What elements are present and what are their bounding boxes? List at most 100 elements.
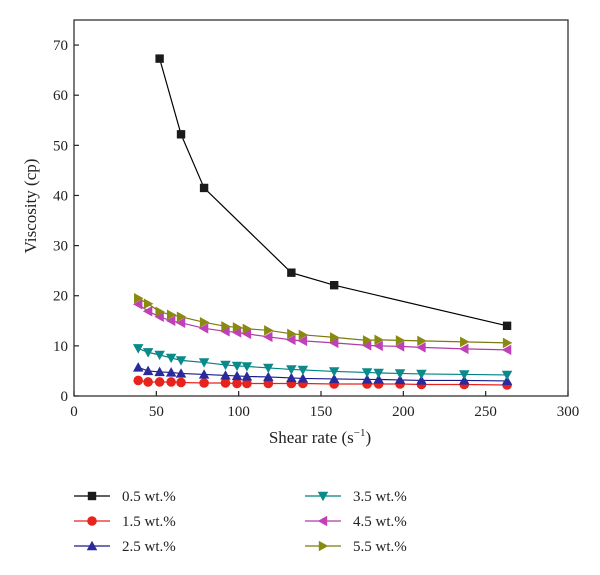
data-point [199,378,209,388]
data-point [175,368,187,378]
data-point [165,315,176,327]
legend-item-5: 4.5 wt.% [305,514,407,530]
legend-label: 4.5 wt.% [353,514,407,530]
data-point [286,372,297,383]
data-point [329,332,340,343]
data-point [198,323,209,334]
legend-item-1: 0.5 wt.% [74,489,176,505]
data-point [297,373,309,383]
data-point [198,369,210,379]
data-point [287,268,296,277]
data-point [241,371,253,381]
legend-label: 2.5 wt.% [122,539,176,555]
x-tick-label: 150 [310,404,333,420]
data-point [263,363,274,374]
y-tick-label: 20 [53,289,68,305]
legend-item-4: 3.5 wt.% [305,489,407,505]
data-point [154,350,165,361]
data-point [241,362,253,372]
data-point [175,317,186,329]
data-point [232,378,242,389]
x-axis-title-sup: −1 [354,427,366,439]
data-point [416,342,426,353]
data-point [166,309,177,321]
y-tick-label: 50 [53,138,68,154]
legend-marker [318,540,329,552]
data-point [501,375,513,386]
data-point [362,335,373,346]
legend-label: 5.5 wt.% [353,539,407,555]
x-tick-label: 200 [392,404,415,420]
data-point [395,335,406,346]
data-point [155,306,165,318]
data-point [220,326,230,337]
series-line [137,303,508,351]
data-point [231,327,242,338]
x-tick-label: 50 [149,404,164,420]
data-point [134,292,144,304]
data-point [176,130,186,139]
legend-marker [317,491,329,502]
data-point [231,361,243,372]
data-point [394,369,406,379]
legend-item-6: 5.5 wt.% [305,539,407,555]
data-point [220,360,231,371]
series-3 [132,362,513,386]
data-point [361,374,373,384]
legend-label: 1.5 wt.% [122,514,176,530]
data-point [416,369,427,380]
y-tick-label: 70 [53,38,68,54]
data-point [166,377,176,387]
data-point [459,343,469,355]
y-tick-label: 60 [53,88,68,104]
legend-marker [87,516,97,526]
data-point [328,367,340,377]
data-point [198,358,210,368]
data-point [142,365,154,376]
series-4 [132,344,513,381]
legend-marker [317,515,328,527]
data-point [374,334,384,346]
data-point [329,281,339,290]
data-point [232,322,243,333]
data-point [176,377,186,388]
x-tick-label: 300 [557,404,580,420]
x-axis-title-main: Shear rate (s [269,428,354,447]
data-point [165,353,177,364]
data-point [501,344,512,356]
series-line [137,347,508,376]
data-point [416,375,427,385]
data-point [460,336,470,348]
data-point [287,328,297,340]
series-layer [132,54,513,390]
series-line [137,297,508,344]
data-point [417,335,427,347]
x-axis-title-close: ) [366,428,372,447]
data-point [502,321,512,331]
data-point [286,365,297,375]
data-point [373,368,384,379]
series-2 [133,375,512,390]
legend-label: 3.5 wt.% [353,489,407,505]
data-point [142,348,154,358]
series-line [138,379,508,386]
data-point [221,321,231,332]
y-axis-title: Viscosity (cp) [21,159,40,254]
data-point [297,365,309,376]
data-point [501,370,513,381]
data-point [143,377,153,387]
data-point [502,337,513,349]
y-tick-label: 10 [53,339,68,355]
data-point [361,340,372,351]
data-point [373,340,383,352]
data-point [220,370,231,380]
data-point [286,334,296,346]
data-point [394,341,405,352]
data-point [132,362,144,372]
legend: 0.5 wt.% 1.5 wt.% 2.5 wt.% 3.5 wt.% 4.5 wt.%… [74,489,407,555]
data-point [459,375,470,385]
data-point [155,54,164,63]
x-tick-label: 100 [227,404,250,420]
legend-label: 0.5 wt.% [122,489,176,505]
